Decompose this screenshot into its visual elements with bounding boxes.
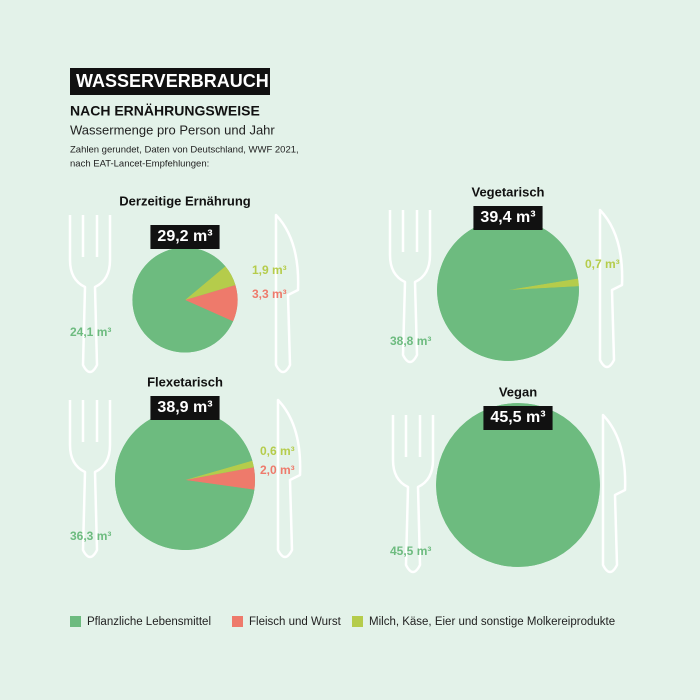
total-box: [150, 225, 220, 249]
cutlery: [68, 208, 627, 574]
pie-slice: [114, 409, 255, 551]
legend-label: Milch, Käse, Eier und sonstige Molkereip…: [369, 616, 615, 628]
knife: [601, 413, 627, 574]
pie-slice: [185, 285, 238, 322]
total-box: [473, 206, 543, 230]
value-label: 45,5 m³: [390, 544, 431, 558]
charts: 3,3 m³ 1,9 m³ 24,1 m³ Derzeitige Ernährung 2…: [70, 184, 620, 567]
value-label: 24,1 m³: [70, 325, 111, 339]
legend-swatch: [352, 616, 363, 627]
total-label: 39,4 m³: [480, 209, 535, 226]
pie-slice: [185, 460, 254, 480]
knife: [276, 398, 302, 559]
fork: [68, 400, 112, 559]
pie-title: Vegetarisch: [472, 184, 545, 199]
value-label: 0,7 m³: [585, 257, 620, 271]
pie-slice: [132, 247, 234, 353]
value-label: 36,3 m³: [70, 529, 111, 543]
value-label: 38,8 m³: [390, 334, 431, 348]
value-label: 0,6 m³: [260, 444, 295, 458]
total-label: 29,2 m³: [157, 228, 212, 245]
pie-slice: [437, 219, 579, 361]
legend-swatch: [70, 616, 81, 627]
subtitle: NACH ERNÄHRUNGSWEISE: [70, 103, 260, 119]
note: Zahlen gerundet, Daten von Deutschland, …: [70, 145, 299, 156]
pie-slice: [508, 278, 579, 290]
fork: [391, 415, 435, 574]
fork: [388, 210, 432, 364]
pie-title: Flexetarisch: [147, 374, 223, 389]
description: Wassermenge pro Person und Jahr: [70, 122, 275, 137]
value-label: 3,3 m³: [252, 287, 287, 301]
total-label: 45,5 m³: [490, 409, 545, 426]
legend: Pflanzliche Lebensmittel Fleisch und Wurs…: [70, 616, 615, 628]
pie-slice: [436, 403, 600, 567]
title-box: [70, 68, 270, 95]
pie-slice: [185, 467, 256, 490]
note: nach EAT-Lancet-Empfehlungen:: [70, 159, 209, 170]
total-label: 38,9 m³: [157, 399, 212, 416]
title: WASSERVERBRAUCH: [76, 71, 269, 91]
legend-swatch: [232, 616, 243, 627]
fork: [68, 215, 112, 374]
legend-label: Pflanzliche Lebensmittel: [87, 616, 211, 628]
legend-label: Fleisch und Wurst: [249, 616, 342, 628]
knife: [274, 213, 300, 374]
pie-title: Vegan: [499, 384, 537, 399]
value-label: 2,0 m³: [260, 463, 295, 477]
pie-slice: [185, 266, 236, 300]
pie-title: Derzeitige Ernährung: [119, 193, 251, 208]
total-box: [483, 406, 553, 430]
knife: [598, 208, 624, 369]
total-box: [150, 396, 220, 420]
value-label: 1,9 m³: [252, 263, 287, 277]
